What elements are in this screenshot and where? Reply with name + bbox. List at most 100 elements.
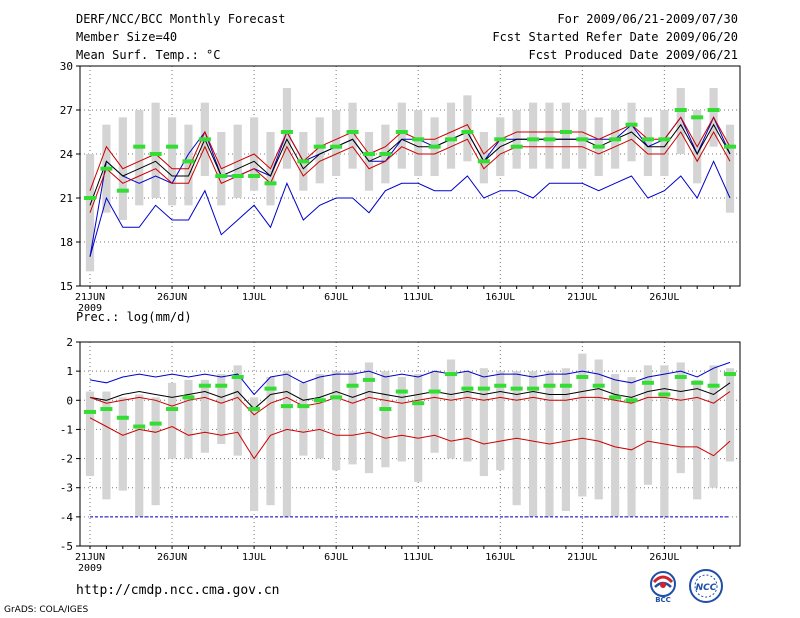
- y-tick-label: 24: [60, 148, 74, 161]
- x-tick-label: 21JUN: [75, 292, 105, 303]
- spread-box: [660, 110, 669, 176]
- spread-box: [282, 88, 292, 169]
- spread-box: [381, 371, 390, 468]
- x-tick-label: 1JUL: [242, 552, 266, 563]
- ncc-logo-text: NCC: [696, 583, 717, 593]
- y-tick-label: -2: [60, 453, 73, 466]
- y-tick-label: 27: [60, 104, 73, 117]
- spread-box: [643, 365, 653, 485]
- spread-box: [463, 371, 472, 462]
- spread-box: [332, 371, 341, 471]
- spread-box: [611, 374, 620, 517]
- spread-box: [102, 391, 111, 500]
- spread-box: [200, 379, 209, 453]
- spread-box: [299, 382, 308, 456]
- source-url[interactable]: http://cmdp.ncc.cma.gov.cn: [76, 583, 280, 598]
- spread-box: [725, 368, 735, 462]
- series-line-min: [89, 160, 731, 257]
- spread-box: [676, 88, 685, 154]
- spread-box: [397, 376, 406, 462]
- ncc-logo: NCC: [689, 569, 723, 603]
- forecast-started: Fcst Started Refer Date 2009/06/20: [492, 30, 738, 44]
- y-tick-label: 18: [60, 236, 73, 249]
- spread-box: [184, 379, 193, 459]
- variable-label: Mean Surf. Temp.: °C: [76, 48, 221, 62]
- x-tick-label: 26JUN: [157, 552, 187, 563]
- spread-box: [725, 124, 735, 213]
- y-tick-label: 15: [60, 280, 73, 293]
- spread-box: [528, 371, 538, 517]
- plot-frame: [79, 341, 741, 547]
- x-tick-label: 26JUL: [649, 552, 679, 563]
- spread-box: [430, 371, 439, 453]
- spread-box: [660, 365, 669, 517]
- plot-frame: [79, 65, 741, 287]
- forecast-period: For 2009/06/21-2009/07/30: [557, 12, 738, 26]
- spread-box: [693, 379, 702, 500]
- spread-box: [561, 368, 570, 512]
- spread-box: [250, 397, 259, 512]
- y-tick-label: -5: [60, 540, 73, 553]
- spread-box: [266, 376, 275, 506]
- spread-box: [151, 102, 160, 198]
- x-tick-label: 26JUN: [157, 292, 187, 303]
- spread-box: [561, 102, 570, 169]
- spread-box: [151, 397, 160, 506]
- spread-box: [446, 359, 456, 459]
- spread-box: [545, 102, 554, 169]
- y-tick-label: 0: [66, 394, 73, 407]
- x-tick-label: 16JUL: [485, 292, 515, 303]
- x-year-label: 2009: [78, 303, 102, 314]
- spread-box: [332, 110, 341, 176]
- spread-box: [85, 391, 95, 477]
- series-line-max: [89, 361, 731, 396]
- panel-0: 15 18 21 24 27 30 21JUN 26JUN 1JUL 6JUL 11JUL 16JUL…: [60, 60, 741, 314]
- spread-box: [709, 365, 718, 488]
- x-tick-label: 6JUL: [324, 552, 348, 563]
- y-tick-label: 2: [66, 336, 73, 349]
- x-tick-label: 1JUL: [242, 292, 266, 303]
- series-line-mean: [89, 123, 731, 206]
- forecast-produced: Fcst Produced Date 2009/06/21: [528, 48, 738, 62]
- x-year-label: 2009: [78, 563, 102, 574]
- y-tick-label: 1: [66, 365, 73, 378]
- spread-box: [348, 371, 357, 465]
- series-line-p90: [89, 391, 731, 416]
- spread-box: [446, 102, 456, 169]
- spread-box: [118, 397, 127, 491]
- spread-box: [496, 371, 505, 471]
- spread-box: [594, 359, 603, 500]
- chart-title: DERF/NCC/BCC Monthly Forecast: [76, 12, 286, 26]
- y-tick-label: -1: [60, 423, 73, 436]
- spread-box: [167, 382, 177, 459]
- x-tick-label: 16JUL: [485, 552, 515, 563]
- x-tick-label: 11JUL: [403, 292, 433, 303]
- x-tick-label: 21JUN: [75, 552, 105, 563]
- spread-box: [676, 362, 685, 474]
- spread-box: [528, 102, 538, 169]
- spread-box: [414, 110, 423, 176]
- spread-box: [135, 110, 144, 206]
- series-line-p90: [89, 116, 731, 191]
- spread-box: [627, 376, 636, 517]
- spread-box: [364, 362, 374, 474]
- spread-box: [463, 95, 472, 162]
- series-line-p10: [89, 130, 731, 213]
- spread-box: [479, 368, 488, 477]
- bcc-logo: BCC: [650, 571, 676, 604]
- bcc-logo-text: BCC: [655, 596, 671, 604]
- grads-credit: GrADS: COLA/IGES: [4, 605, 89, 615]
- spread-box: [167, 117, 177, 206]
- x-tick-label: 21JUL: [567, 292, 597, 303]
- x-tick-label: 21JUL: [567, 552, 597, 563]
- spread-box: [233, 365, 242, 456]
- series-line-mean: [89, 382, 731, 410]
- precip-panel-title: Prec.: log(mm/d): [76, 310, 192, 324]
- x-tick-label: 6JUL: [324, 292, 348, 303]
- y-tick-label: 30: [60, 60, 73, 73]
- y-tick-label: -4: [60, 511, 74, 524]
- series-line-p10: [89, 417, 731, 460]
- member-size: Member Size=40: [76, 30, 178, 44]
- panel-1: -5 -4 -3 -2 -1 0 1 2 21JUN 26JUN 1JUL 6JUL 11JUL 16JU…: [60, 336, 741, 574]
